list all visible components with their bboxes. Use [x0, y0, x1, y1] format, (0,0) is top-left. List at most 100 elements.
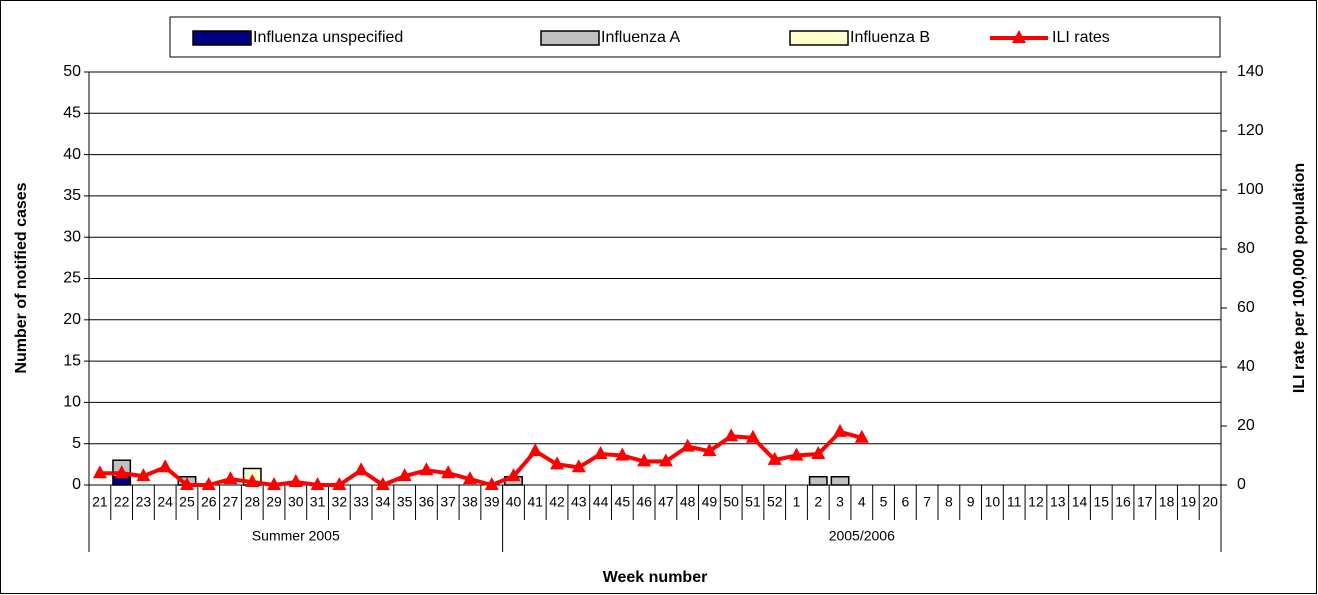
ili-marker	[419, 462, 434, 476]
y2-tick-label: 20	[1237, 417, 1255, 434]
x-tick-label: 21	[92, 494, 108, 510]
x-tick-label: 25	[179, 494, 195, 510]
x-tick-label: 51	[745, 494, 761, 510]
legend-swatch	[192, 30, 252, 46]
x-tick-label: 48	[680, 494, 696, 510]
x-tick-label: 6	[901, 494, 909, 510]
x-tick-label: 46	[636, 494, 652, 510]
y-tick-label: 20	[63, 311, 81, 328]
x-tick-label: 36	[419, 494, 435, 510]
x-tick-label: 33	[353, 494, 369, 510]
x-tick-label: 3	[836, 494, 844, 510]
ili-marker	[310, 477, 325, 490]
ili-marker	[179, 477, 194, 490]
ili-marker	[462, 471, 477, 485]
ili-marker	[114, 465, 129, 479]
group-label: Summer 2005	[252, 528, 340, 544]
y-tick-label: 0	[72, 476, 81, 493]
ili-marker	[702, 443, 717, 457]
ili-marker	[658, 453, 673, 467]
x-tick-label: 14	[1072, 494, 1088, 510]
x-tick-label: 16	[1115, 494, 1131, 510]
x-tick-label: 19	[1181, 494, 1197, 510]
ili-marker	[397, 468, 412, 482]
ili-marker	[833, 423, 848, 437]
legend-label: Influenza unspecified	[253, 29, 403, 46]
y-tick-label: 5	[72, 435, 81, 452]
y2-tick-label: 0	[1237, 476, 1246, 493]
x-tick-label: 39	[484, 494, 500, 510]
ili-marker	[571, 459, 586, 473]
legend-label: Influenza B	[850, 29, 930, 46]
y-tick-label: 35	[63, 187, 81, 204]
ili-marker	[811, 446, 826, 460]
ili-marker	[484, 477, 499, 490]
x-tick-label: 37	[440, 494, 456, 510]
x-tick-label: 5	[880, 494, 888, 510]
x-tick-label: 30	[288, 494, 304, 510]
x-tick-label: 11	[1007, 494, 1022, 510]
ili-marker	[223, 471, 238, 485]
ili-marker	[332, 477, 347, 490]
y-tick-label: 45	[63, 105, 81, 122]
ili-marker	[528, 443, 543, 457]
x-tick-label: 29	[266, 494, 282, 510]
ili-marker	[615, 447, 630, 461]
x-tick-label: 18	[1159, 494, 1175, 510]
ili-marker	[767, 451, 782, 465]
x-tick-label: 42	[549, 494, 565, 510]
y-tick-label: 10	[63, 394, 81, 411]
ili-marker	[354, 462, 369, 476]
x-tick-label: 10	[985, 494, 1001, 510]
ili-marker	[92, 465, 107, 479]
x-tick-label: 24	[157, 494, 173, 510]
x-tick-label: 43	[571, 494, 587, 510]
ili-marker	[136, 468, 151, 482]
x-tick-label: 38	[462, 494, 478, 510]
x-tick-label: 45	[615, 494, 631, 510]
ili-marker	[854, 429, 869, 443]
x-tick-label: 31	[310, 494, 326, 510]
x-tick-label: 28	[244, 494, 260, 510]
x-tick-label: 52	[767, 494, 783, 510]
legend-marker	[1012, 30, 1026, 43]
x-tick-label: 47	[658, 494, 674, 510]
ili-marker	[593, 446, 608, 460]
x-tick-label: 7	[923, 494, 931, 510]
x-tick-label: 17	[1137, 494, 1153, 510]
ili-marker	[158, 459, 173, 473]
x-tick-label: 12	[1028, 494, 1044, 510]
ili-marker	[441, 465, 456, 479]
bar	[808, 475, 828, 486]
y-tick-label: 30	[63, 228, 81, 245]
legend-label: Influenza A	[601, 29, 681, 46]
x-tick-label: 50	[723, 494, 739, 510]
y2-tick-label: 120	[1237, 122, 1264, 139]
y-tick-label: 25	[63, 270, 81, 287]
x-tick-label: 22	[114, 494, 130, 510]
ili-marker	[506, 468, 521, 482]
ili-line	[99, 429, 863, 488]
ili-marker	[637, 453, 652, 467]
y2-tick-label: 80	[1237, 240, 1255, 257]
y-tick-label: 15	[63, 352, 81, 369]
bar	[830, 475, 850, 486]
x-tick-label: 34	[375, 494, 391, 510]
x-tick-label: 26	[201, 494, 217, 510]
legend-swatch	[789, 30, 849, 46]
y-tick-label: 50	[63, 63, 81, 80]
ili-marker	[745, 429, 760, 443]
y2-tick-label: 40	[1237, 358, 1255, 375]
x-tick-label: 32	[332, 494, 348, 510]
x-tick-label: 44	[593, 494, 609, 510]
x-tick-label: 41	[527, 494, 543, 510]
x-tick-label: 23	[136, 494, 152, 510]
ili-marker	[201, 477, 216, 490]
ili-marker	[724, 428, 739, 442]
ili-marker	[550, 456, 565, 470]
x-tick-label: 4	[858, 494, 866, 510]
x-tick-label: 15	[1093, 494, 1109, 510]
x-tick-label: 20	[1202, 494, 1218, 510]
